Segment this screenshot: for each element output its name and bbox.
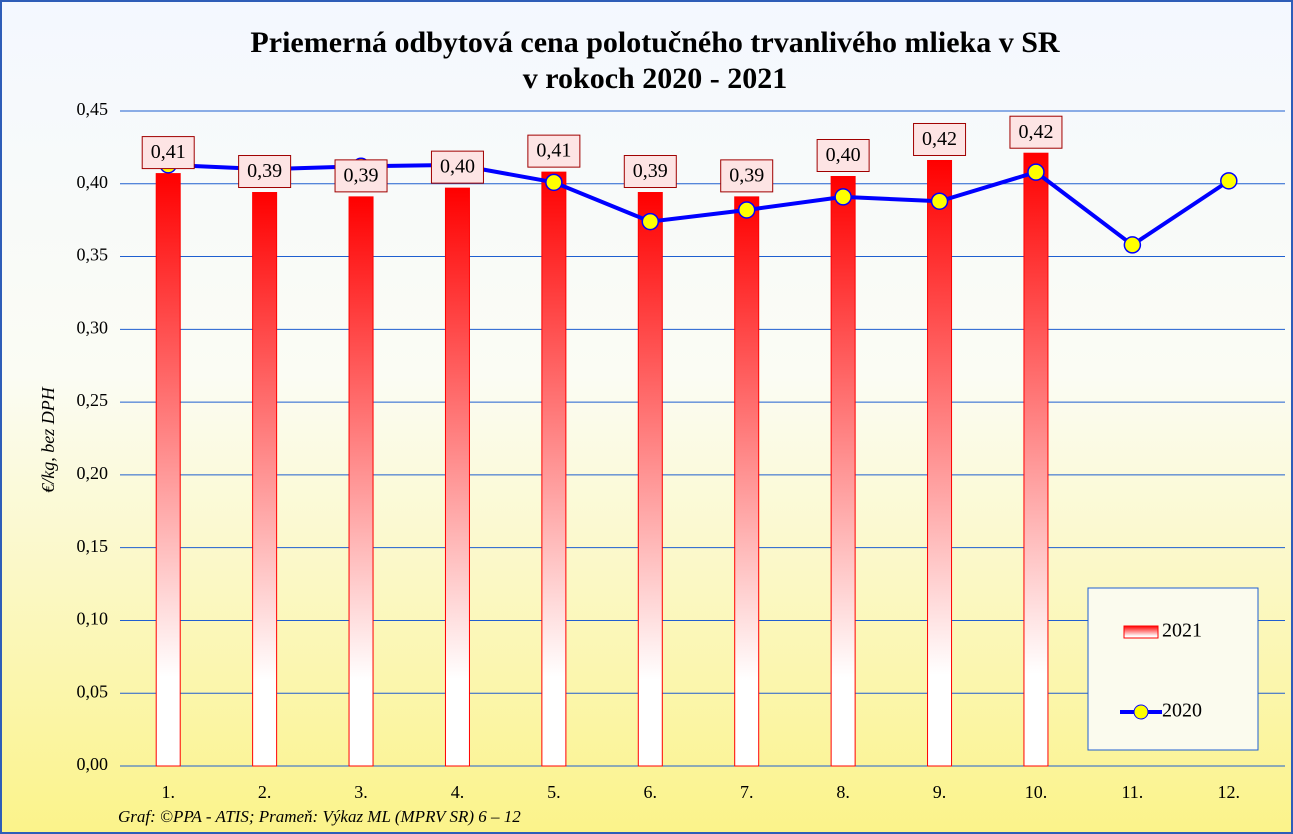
y-axis-label: €/kg, bez DPH <box>38 386 58 492</box>
x-tick-label: 4. <box>451 782 465 802</box>
data-label: 0,39 <box>729 164 764 186</box>
y-tick-label: 0,10 <box>77 609 109 629</box>
data-label-box <box>527 134 581 168</box>
chart-title: Priemerná odbytová cena polotučného trva… <box>250 26 1059 59</box>
data-label-box <box>623 155 677 189</box>
y-tick-label: 0,20 <box>77 463 109 483</box>
data-label: 0,41 <box>536 140 571 162</box>
marker <box>641 212 660 231</box>
marker <box>737 201 756 219</box>
data-label-box <box>141 136 195 170</box>
y-tick-label: 0,00 <box>77 754 109 774</box>
bar <box>637 192 663 767</box>
legend-box <box>1087 587 1259 751</box>
bar <box>927 159 953 767</box>
bar <box>1023 152 1049 767</box>
y-tick-label: 0,25 <box>77 390 109 410</box>
data-label-box <box>913 122 967 156</box>
source: Graf: ©PPA - ATIS; Prameň: Výkaz ML (MPR… <box>118 807 521 826</box>
bar <box>830 176 856 767</box>
bar <box>252 192 278 767</box>
x-tick-label: 5. <box>547 782 561 802</box>
y-tick-label: 0,05 <box>77 681 109 701</box>
data-label: 0,42 <box>1018 121 1053 143</box>
data-label: 0,40 <box>440 156 475 178</box>
data-label: 0,39 <box>344 164 379 186</box>
marker <box>1123 236 1142 254</box>
data-label: 0,41 <box>151 141 186 163</box>
x-tick-label: 3. <box>354 782 368 802</box>
bar <box>541 171 567 767</box>
x-tick-label: 2. <box>258 782 272 802</box>
x-tick-label: 8. <box>836 782 850 802</box>
y-tick-label: 0,45 <box>77 99 109 119</box>
data-label: 0,40 <box>826 144 861 166</box>
y-tick-label: 0,30 <box>77 317 109 337</box>
x-tick-label: 10. <box>1025 782 1048 802</box>
data-label-box <box>334 159 388 193</box>
y-tick-label: 0,15 <box>77 536 109 556</box>
legend-label: 2020 <box>1162 700 1202 722</box>
data-label: 0,39 <box>633 160 668 182</box>
marker <box>930 192 949 210</box>
x-tick-label: 7. <box>740 782 754 802</box>
bar <box>734 196 760 767</box>
x-tick-label: 12. <box>1218 782 1241 802</box>
y-tick-label: 0,40 <box>77 172 109 192</box>
data-label: 0,42 <box>922 128 957 150</box>
x-tick-label: 9. <box>933 782 947 802</box>
data-label: 0,39 <box>247 160 282 182</box>
marker <box>1027 163 1045 181</box>
legend-swatch <box>1123 625 1159 639</box>
marker <box>545 173 563 192</box>
data-label-box <box>720 159 774 193</box>
data-label-box <box>1009 115 1063 149</box>
bar <box>348 196 374 767</box>
marker <box>834 188 852 206</box>
x-tick-label: 11. <box>1121 782 1143 802</box>
data-label-box <box>816 139 870 172</box>
data-label-box <box>238 155 292 189</box>
marker <box>1220 172 1238 190</box>
x-tick-label: 1. <box>161 782 175 802</box>
data-label-box <box>430 150 484 184</box>
x-tick-label: 6. <box>644 782 658 802</box>
chart-title: v rokoch 2020 - 2021 <box>523 62 787 95</box>
legend-label: 2021 <box>1162 620 1202 642</box>
bar <box>444 187 470 767</box>
bar <box>155 173 181 767</box>
legend-swatch <box>1133 704 1149 720</box>
y-tick-label: 0,35 <box>77 245 109 265</box>
